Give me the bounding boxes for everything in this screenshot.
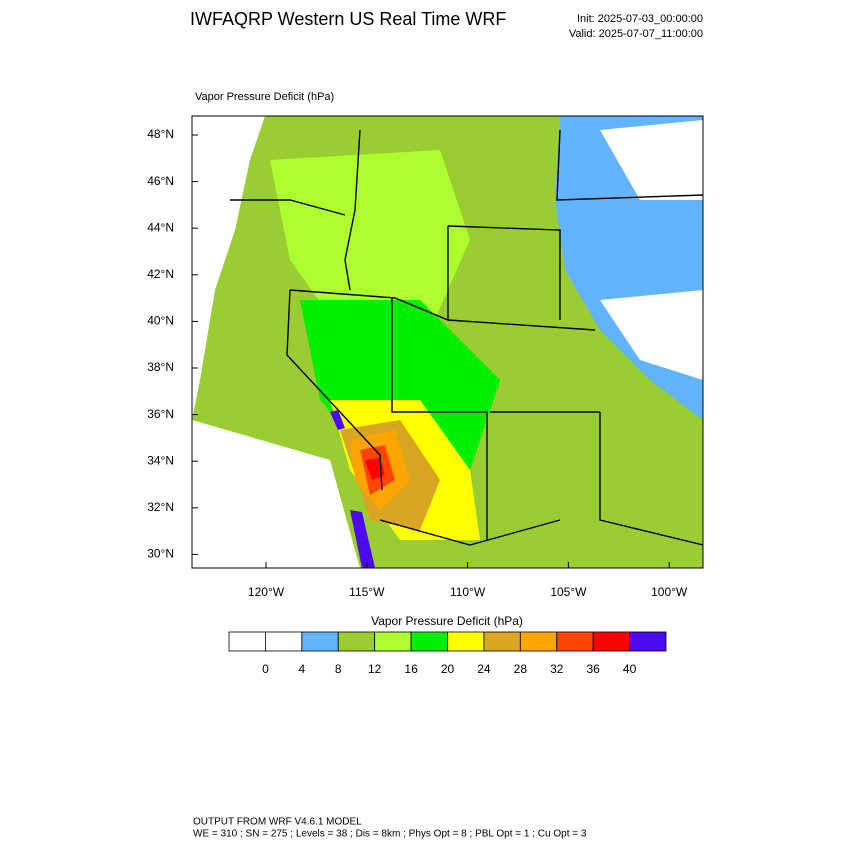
lat-label: 30°N [147,547,174,561]
init-time: Init: 2025-07-03_00:00:00 [577,13,703,25]
title: IWFAQRP Western US Real Time WRF [190,9,506,29]
colorbar-box [629,631,667,652]
colorbar-box [556,631,594,652]
colorbar-label: 36 [586,662,600,676]
colorbar-box [337,631,376,652]
footer-line: OUTPUT FROM WRF V4.6.1 MODEL [193,817,362,828]
lat-label: 36°N [147,407,174,421]
colorbar-label: 24 [477,662,491,676]
colorbar-box [301,631,339,652]
lon-label: 100°W [651,585,688,599]
colorbar-title: Vapor Pressure Deficit (hPa) [371,614,523,628]
colorbar-label: 0 [262,662,269,676]
lat-label: 42°N [147,267,174,281]
lat-label: 46°N [147,174,174,188]
colorbar-box [519,631,558,652]
lat-label: 32°N [147,500,174,514]
colorbar-label: 20 [441,662,455,676]
lon-label: 115°W [349,585,385,599]
colorbar-box [374,631,412,652]
map-field [191,115,704,569]
lon-label: 120°W [248,585,285,599]
valid-time: Valid: 2025-07-07_11:00:00 [569,28,703,40]
colorbar-label: 16 [404,662,418,676]
colorbar-box [592,631,630,652]
footer-line: WE = 310 ; SN = 275 ; Levels = 38 ; Dis … [193,829,587,840]
lon-label: 105°W [550,585,587,599]
colorbar-box [265,631,303,652]
colorbar-label: 4 [298,662,305,676]
lat-label: 34°N [147,453,174,467]
colorbar-box [447,631,485,652]
map-subtitle: Vapor Pressure Deficit (hPa) [195,91,334,103]
lat-label: 44°N [147,220,174,234]
colorbar-box [228,631,266,652]
colorbar-label: 28 [514,662,528,676]
colorbar-label: 8 [335,662,342,676]
lat-label: 38°N [147,360,174,374]
lon-label: 110°W [450,585,486,599]
colorbar-box [410,631,448,652]
colorbar-box [483,631,521,652]
colorbar-label: 12 [368,662,382,676]
lat-label: 48°N [147,127,174,141]
colorbar-label: 40 [623,662,637,676]
colorbar-label: 32 [550,662,564,676]
lat-label: 40°N [147,314,174,328]
